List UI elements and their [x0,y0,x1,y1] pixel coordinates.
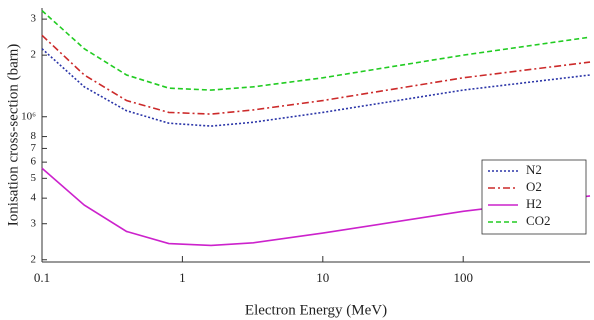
series-line [41,10,591,91]
y-tick-label: 2 [31,49,37,61]
y-tick-label: 8 [31,130,37,142]
y-tick-label: 7 [31,142,37,154]
x-tick-label: 0.1 [34,270,50,285]
x-tick-label: 10 [316,270,329,285]
series-line [41,48,591,127]
series-line [41,167,591,247]
y-axis-label: Ionisation cross-section (barn) [5,44,21,226]
series-line [41,34,591,115]
legend-label: CO2 [526,213,551,228]
legend-label: H2 [526,196,542,211]
x-tick-label: 1 [179,270,186,285]
y-tick-label: 10⁶ [21,110,36,122]
y-tick-label: 3 [31,13,37,25]
legend-label: O2 [526,179,542,194]
legend-label: N2 [526,162,542,177]
y-tick-label: 3 [31,217,37,229]
y-tick-label: 2 [31,253,37,265]
y-tick-label: 6 [31,156,37,168]
y-tick-label: 4 [31,192,37,204]
x-axis-label: Electron Energy (MeV) [245,302,387,318]
x-tick-label: 100 [453,270,473,285]
y-tick-label: 5 [31,172,37,184]
